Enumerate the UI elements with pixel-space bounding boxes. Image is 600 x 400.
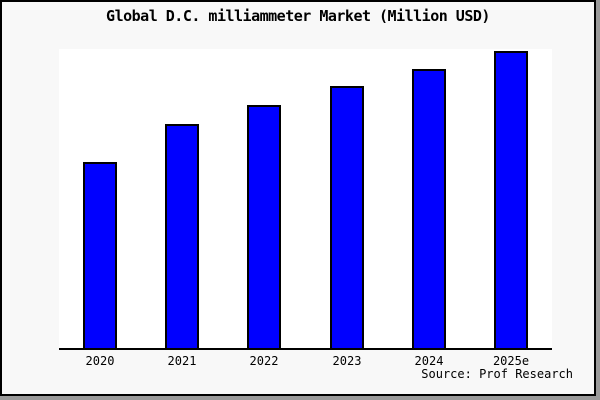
source-note: Source: Prof Research bbox=[421, 367, 573, 381]
bar-2023 bbox=[330, 86, 364, 350]
x-tick-label-2023: 2023 bbox=[332, 354, 362, 368]
x-tick-label-2025e: 2025e bbox=[492, 354, 530, 368]
x-tick-label-2024: 2024 bbox=[414, 354, 444, 368]
bar-2024 bbox=[412, 69, 446, 350]
plot-area bbox=[59, 49, 552, 350]
bar-2021 bbox=[165, 124, 199, 350]
x-tick-label-2020: 2020 bbox=[85, 354, 115, 368]
x-tick-label-2021: 2021 bbox=[167, 354, 197, 368]
x-axis-line bbox=[59, 348, 552, 350]
bar-2020 bbox=[83, 162, 117, 350]
bar-2022 bbox=[247, 105, 281, 350]
chart-title: Global D.C. milliammeter Market (Million… bbox=[106, 7, 490, 25]
x-tick-label-2022: 2022 bbox=[249, 354, 279, 368]
bar-2025e bbox=[494, 51, 528, 350]
